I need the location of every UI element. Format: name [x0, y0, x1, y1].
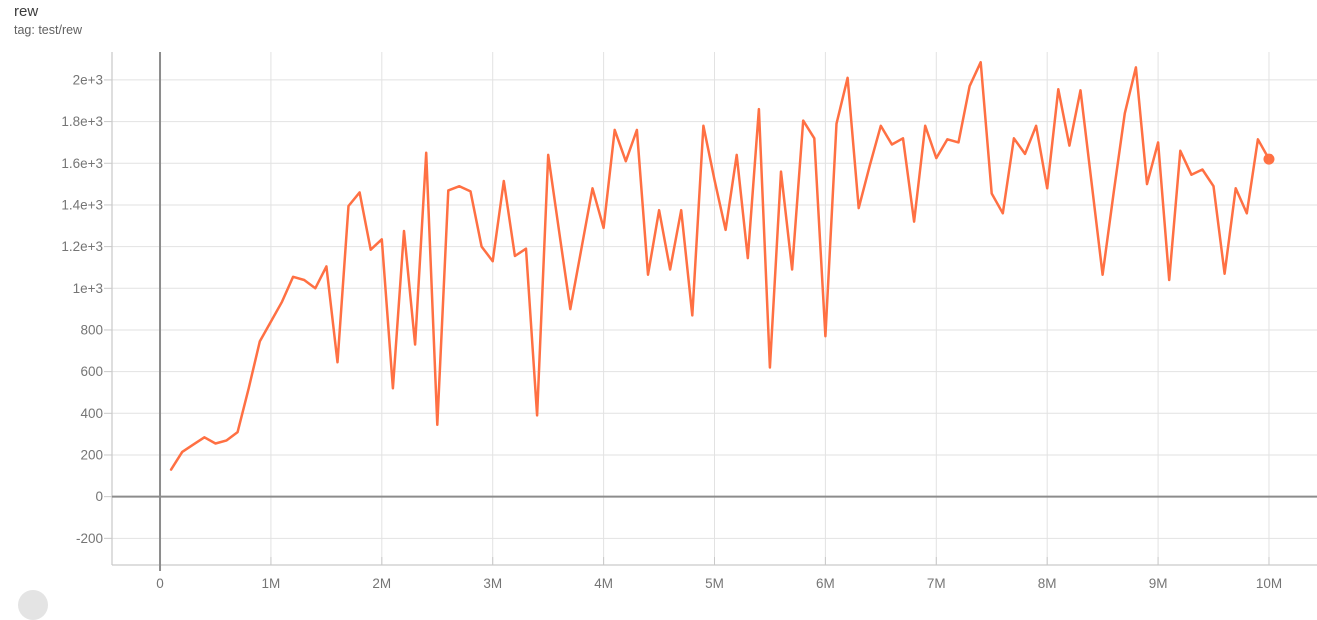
chart-header: rew tag: test/rew	[14, 3, 82, 38]
y-tick-label: 400	[80, 406, 103, 421]
scalar-chart-card: rew tag: test/rew -200 0 200 400 600 800 1e+3 1…	[14, 3, 1317, 620]
card-action-button[interactable]	[18, 590, 48, 620]
chart-title: rew	[14, 3, 39, 20]
y-tick-label: 0	[95, 489, 103, 504]
y-tick-label: 200	[80, 447, 103, 462]
x-tick-label: 2M	[372, 576, 391, 591]
y-tick-label: 800	[80, 322, 103, 337]
chart-tag-subtitle: tag: test/rew	[14, 22, 83, 37]
final-point-marker[interactable]	[1263, 153, 1275, 165]
x-tick-label: 0	[156, 576, 164, 591]
chart-border	[111, 52, 1317, 566]
y-axis-labels: -200 0 200 400 600 800 1e+3 1.2e+3 1.4e+3 1.6e+3 1…	[61, 72, 103, 545]
y-tick-label: 1.6e+3	[61, 156, 103, 171]
y-tick-label: -200	[76, 531, 103, 546]
line-chart: -200 0 200 400 600 800 1e+3 1.2e+3 1.4e+3 1.6e+3 1…	[61, 52, 1317, 591]
x-axis-ticks	[159, 557, 1270, 565]
y-tick-label: 1.8e+3	[61, 114, 103, 129]
x-tick-label: 4M	[594, 576, 613, 591]
x-tick-label: 8M	[1038, 576, 1057, 591]
x-tick-label: 3M	[483, 576, 502, 591]
y-tick-label: 600	[80, 364, 103, 379]
x-axis-labels: 0 1M 2M 3M 4M 5M 6M 7M 8M 9M 10M	[156, 576, 1282, 591]
y-tick-label: 1.2e+3	[61, 239, 103, 254]
x-tick-label: 9M	[1149, 576, 1168, 591]
y-tick-label: 2e+3	[73, 72, 103, 87]
x-tick-label: 6M	[816, 576, 835, 591]
x-tick-label: 10M	[1256, 576, 1282, 591]
x-tick-label: 5M	[705, 576, 724, 591]
y-tick-label: 1e+3	[73, 281, 103, 296]
series-line[interactable]	[169, 60, 1271, 471]
x-tick-label: 1M	[262, 576, 281, 591]
y-tick-label: 1.4e+3	[61, 197, 103, 212]
y-axis-ticks	[104, 79, 112, 539]
grid-vertical	[270, 52, 1270, 565]
x-tick-label: 7M	[927, 576, 946, 591]
